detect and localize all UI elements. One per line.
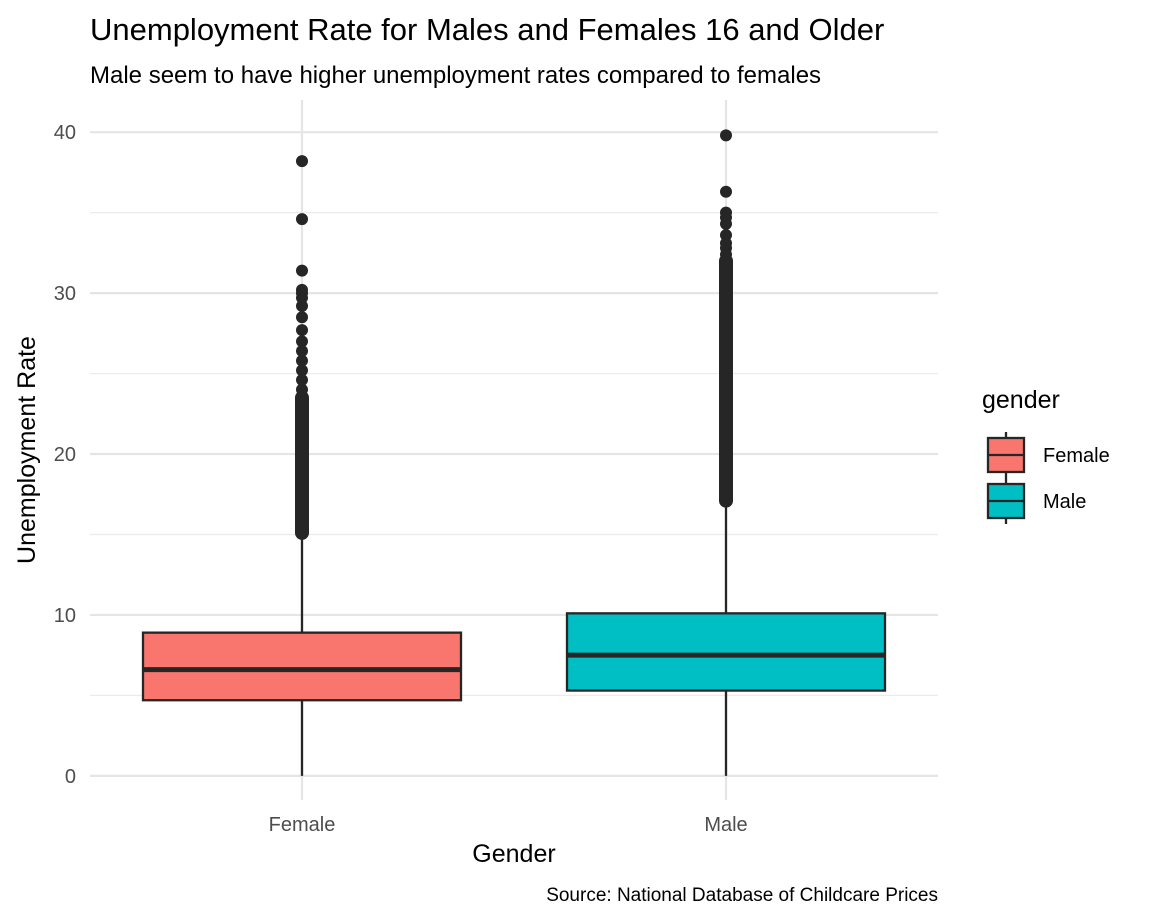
y-tick-label: 30 — [54, 283, 76, 305]
outlier-point — [296, 155, 308, 168]
x-tick-label: Male — [704, 814, 747, 836]
outlier-point — [720, 185, 732, 198]
outlier-point — [296, 397, 308, 410]
boxes — [141, 129, 887, 776]
box-female — [141, 155, 463, 776]
legend-label: Female — [1043, 445, 1110, 467]
outlier-point — [296, 345, 308, 358]
outlier-point — [720, 206, 732, 219]
box-iqr — [565, 612, 887, 692]
box-male — [565, 129, 887, 776]
legend-title: gender — [982, 386, 1060, 414]
box-iqr — [141, 631, 463, 702]
outlier-point — [296, 335, 308, 348]
outlier-point — [296, 264, 308, 277]
x-axis-title: Gender — [472, 840, 555, 868]
x-tick-labels: Female Male — [269, 814, 748, 836]
y-tick-labels: 0 10 20 30 40 — [54, 122, 76, 788]
outlier-point — [296, 364, 308, 377]
outlier-point — [720, 129, 732, 142]
outlier-point — [296, 383, 308, 396]
y-tick-label: 20 — [54, 444, 76, 466]
x-tick-label: Female — [269, 814, 336, 836]
legend-key-male — [986, 478, 1026, 524]
outlier-point — [720, 258, 732, 271]
chart-subtitle: Male seem to have higher unemployment ra… — [90, 62, 821, 89]
outlier-point — [720, 229, 732, 242]
y-tick-label: 10 — [54, 605, 76, 627]
y-tick-label: 40 — [54, 122, 76, 144]
outlier-point — [296, 354, 308, 367]
outlier-point — [296, 374, 308, 386]
legend-label: Male — [1043, 491, 1086, 513]
outlier-point — [296, 283, 308, 296]
outlier-point — [296, 324, 308, 337]
outlier-point — [296, 311, 308, 324]
chart-title: Unemployment Rate for Males and Females … — [90, 12, 884, 47]
y-axis-title: Unemployment Rate — [13, 336, 41, 564]
y-tick-label: 0 — [65, 766, 76, 788]
legend: gender Female Male — [982, 386, 1110, 524]
legend-key-female — [986, 432, 1026, 478]
outlier-point — [296, 213, 308, 226]
chart-caption: Source: National Database of Childcare P… — [546, 885, 938, 906]
